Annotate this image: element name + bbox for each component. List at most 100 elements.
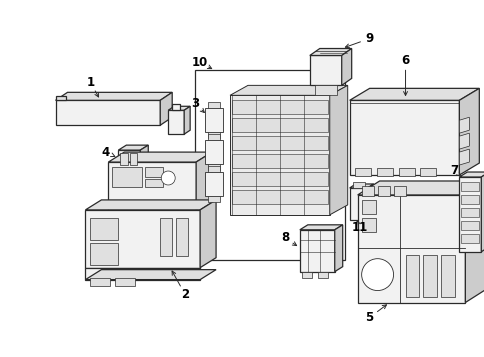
Text: 6: 6 xyxy=(401,54,409,67)
Polygon shape xyxy=(341,49,351,85)
Bar xyxy=(231,100,327,114)
Bar xyxy=(231,172,327,186)
Polygon shape xyxy=(85,270,216,280)
Bar xyxy=(90,218,118,240)
Polygon shape xyxy=(458,149,469,165)
Polygon shape xyxy=(229,85,347,95)
Bar xyxy=(393,186,405,196)
Polygon shape xyxy=(357,195,465,302)
Text: 11: 11 xyxy=(351,221,367,234)
Text: 8: 8 xyxy=(280,231,288,244)
Text: 3: 3 xyxy=(191,97,199,110)
Polygon shape xyxy=(329,85,347,215)
Polygon shape xyxy=(168,110,184,134)
Polygon shape xyxy=(56,100,160,125)
Bar xyxy=(176,218,188,256)
Polygon shape xyxy=(357,181,484,195)
Text: 10: 10 xyxy=(192,56,208,69)
Bar xyxy=(120,153,128,165)
Polygon shape xyxy=(299,225,342,230)
Bar xyxy=(145,167,163,177)
Polygon shape xyxy=(108,152,212,162)
Polygon shape xyxy=(184,106,190,134)
Text: 2: 2 xyxy=(181,288,189,301)
Polygon shape xyxy=(108,162,196,210)
Polygon shape xyxy=(349,188,367,220)
Polygon shape xyxy=(85,268,200,280)
Bar xyxy=(405,255,419,297)
Polygon shape xyxy=(196,152,212,210)
Bar xyxy=(361,200,375,214)
Polygon shape xyxy=(480,172,484,252)
Bar xyxy=(145,179,163,187)
Bar xyxy=(172,104,180,110)
Polygon shape xyxy=(118,150,140,168)
Bar xyxy=(314,85,336,95)
Circle shape xyxy=(361,259,393,291)
Bar xyxy=(460,195,478,204)
Bar xyxy=(90,243,118,265)
Polygon shape xyxy=(458,172,484,177)
Bar xyxy=(440,255,454,297)
Text: 7: 7 xyxy=(450,164,457,176)
Bar xyxy=(231,118,327,132)
Polygon shape xyxy=(56,92,172,100)
Bar xyxy=(352,182,364,188)
Bar xyxy=(376,168,392,176)
Bar xyxy=(460,208,478,217)
Polygon shape xyxy=(334,225,342,272)
Polygon shape xyxy=(458,133,469,149)
Polygon shape xyxy=(200,200,216,268)
Bar xyxy=(208,196,220,202)
Bar xyxy=(361,218,375,232)
Polygon shape xyxy=(367,184,373,220)
Bar xyxy=(205,172,223,196)
Polygon shape xyxy=(229,95,329,215)
Bar xyxy=(377,186,389,196)
Bar xyxy=(208,102,220,108)
Bar xyxy=(420,168,436,176)
Polygon shape xyxy=(309,55,341,85)
Text: 5: 5 xyxy=(365,311,373,324)
Polygon shape xyxy=(349,88,478,100)
Bar xyxy=(361,186,373,196)
Bar xyxy=(460,234,478,243)
Polygon shape xyxy=(168,106,190,110)
Bar xyxy=(231,136,327,150)
Bar xyxy=(460,182,478,191)
Polygon shape xyxy=(160,92,172,125)
Bar xyxy=(460,221,478,230)
Circle shape xyxy=(161,171,175,185)
Text: 9: 9 xyxy=(365,32,373,45)
Bar xyxy=(317,272,327,278)
Bar xyxy=(90,278,110,286)
Bar xyxy=(354,168,370,176)
Bar xyxy=(398,168,414,176)
Polygon shape xyxy=(458,117,469,133)
Bar xyxy=(208,166,220,172)
Bar xyxy=(208,132,220,138)
Bar xyxy=(301,272,311,278)
Bar xyxy=(130,153,137,165)
Text: 4: 4 xyxy=(101,146,109,159)
Bar xyxy=(205,140,223,164)
Polygon shape xyxy=(458,177,480,252)
Bar xyxy=(195,70,344,260)
Polygon shape xyxy=(458,88,478,175)
Polygon shape xyxy=(465,181,484,302)
Polygon shape xyxy=(140,145,148,168)
Bar xyxy=(205,108,223,132)
Bar xyxy=(423,255,437,297)
Polygon shape xyxy=(56,96,65,100)
Polygon shape xyxy=(349,100,458,175)
Polygon shape xyxy=(309,49,351,55)
Bar xyxy=(208,134,220,140)
Bar xyxy=(231,190,327,204)
Polygon shape xyxy=(349,184,373,188)
Bar xyxy=(231,154,327,168)
Bar xyxy=(112,167,142,187)
Polygon shape xyxy=(85,200,216,210)
Polygon shape xyxy=(118,145,148,150)
Bar xyxy=(115,278,135,286)
Bar xyxy=(208,164,220,170)
